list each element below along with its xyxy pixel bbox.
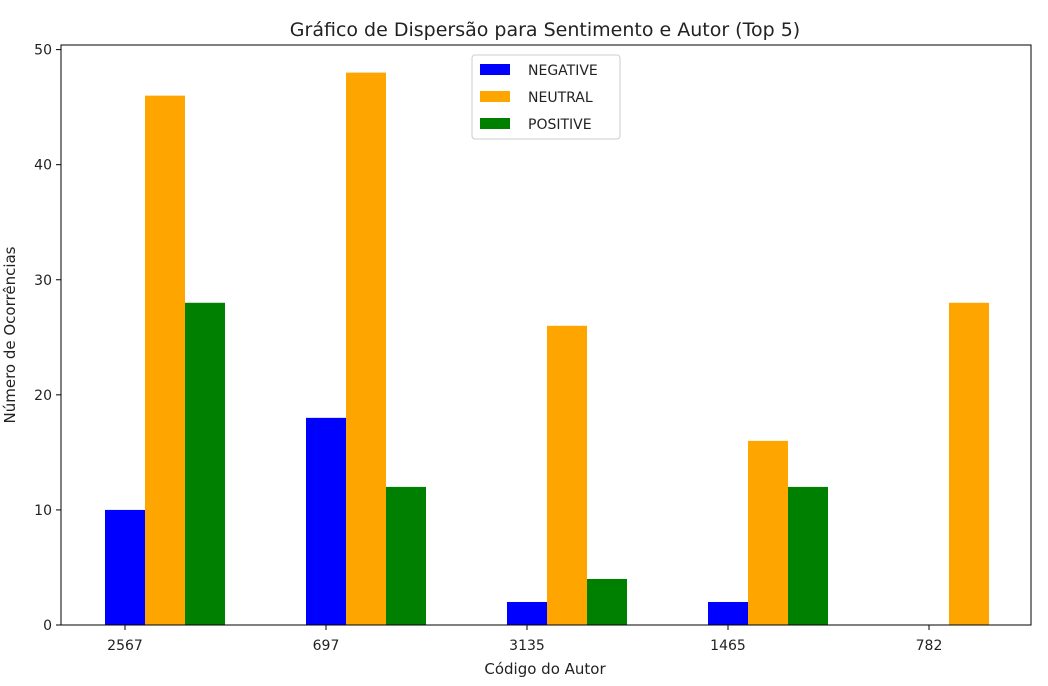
legend-label-positive: POSITIVE	[528, 117, 592, 133]
bar-neutral-1465	[748, 440, 788, 625]
bar-negative-1465	[708, 601, 748, 625]
bar-positive-697	[386, 486, 426, 625]
x-tick-label: 697	[313, 638, 340, 654]
legend: NEGATIVE NEUTRAL POSITIVE	[471, 54, 621, 140]
y-tick-label: 20	[34, 388, 52, 404]
bar-positive-3135	[587, 578, 627, 625]
bar-neutral-697	[346, 72, 386, 626]
x-tick-label: 2567	[107, 638, 143, 654]
x-tick-label: 782	[916, 638, 943, 654]
legend-label-negative: NEGATIVE	[528, 63, 598, 79]
legend-label-neutral: NEUTRAL	[528, 90, 593, 106]
x-axis-label: Código do Autor	[484, 660, 606, 678]
bar-negative-2567	[105, 509, 145, 625]
y-tick-label: 50	[34, 43, 52, 59]
legend-swatch-positive	[480, 118, 510, 129]
y-tick-label: 10	[34, 503, 52, 519]
bar-neutral-3135	[547, 325, 587, 625]
bar-neutral-2567	[145, 95, 185, 626]
bar-negative-697	[306, 417, 346, 625]
bar-positive-2567	[185, 302, 225, 625]
plot-area: 0 10 20 30 40 50 2567 697 3135 1465 782	[34, 43, 1032, 654]
y-axis-label: Número de Ocorrências	[1, 246, 19, 423]
x-ticks: 2567 697 3135 1465 782	[107, 625, 942, 654]
x-tick-label: 3135	[509, 638, 545, 654]
y-ticks: 0 10 20 30 40 50	[34, 43, 61, 634]
legend-swatch-negative	[480, 64, 510, 75]
plot-frame	[60, 44, 1032, 626]
bar-neutral-782	[949, 302, 989, 625]
bar-negative-3135	[507, 601, 547, 625]
chart-title: Gráfico de Dispersão para Sentimento e A…	[290, 19, 800, 41]
x-tick-label: 1465	[710, 638, 746, 654]
y-tick-label: 30	[34, 273, 52, 289]
y-tick-label: 40	[34, 158, 52, 174]
bar-positive-1465	[788, 486, 828, 625]
bars-group	[105, 72, 989, 626]
legend-swatch-neutral	[480, 91, 510, 102]
y-tick-label: 0	[43, 618, 52, 634]
